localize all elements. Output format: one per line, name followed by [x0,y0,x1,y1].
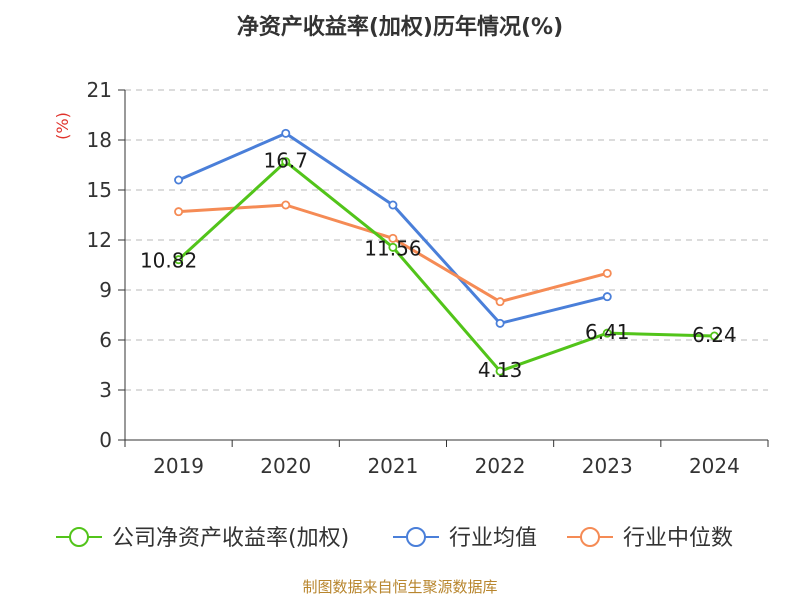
y-tick-label: 6 [99,328,112,352]
series-lines [174,128,719,376]
chart-title: 净资产收益率(加权)历年情况(%) [237,14,563,40]
legend-label: 行业中位数 [623,526,733,551]
source-note: 制图数据来自恒生聚源数据库 [302,578,497,596]
y-tick-label: 3 [99,378,112,402]
y-tick-label: 21 [87,78,112,102]
data-point[interactable] [495,366,505,376]
legend-label: 公司净资产收益率(加权) [112,526,349,551]
data-point[interactable] [281,128,291,138]
data-point[interactable] [495,297,505,307]
series-line [177,160,715,373]
legend-marker-icon [580,527,600,547]
data-point[interactable] [174,175,184,185]
legend-label: 行业均值 [449,526,537,551]
data-point[interactable] [388,200,398,210]
data-point[interactable] [281,200,291,210]
x-tick-label: 2021 [367,454,418,478]
legend-marker-icon [406,527,426,547]
data-point[interactable] [495,318,505,328]
data-point[interactable] [709,331,719,341]
x-tick-label: 2019 [153,454,204,478]
legend-marker-icon [69,527,89,547]
data-label: 11.56 [364,236,421,260]
grid-lines [125,89,768,391]
legend-item[interactable]: 行业均值 [393,526,537,551]
data-label: 10.82 [140,249,197,273]
legend-item[interactable]: 公司净资产收益率(加权) [56,526,349,551]
x-tick-label: 2022 [475,454,526,478]
data-point[interactable] [174,255,184,265]
y-tick-label: 0 [99,428,112,452]
y-tick-label: 12 [87,228,112,252]
y-axis-unit-label: (%) [53,112,72,140]
axes: 0 3 6 9 12 15 18 21 2019 2020 2021 2022 2023 2024 [87,78,769,478]
x-tick-label: 2023 [582,454,633,478]
y-tick-label: 18 [87,128,112,152]
data-point[interactable] [602,292,612,302]
data-point[interactable] [388,233,398,243]
legend[interactable]: 公司净资产收益率(加权) 行业均值 行业中位数 [56,526,733,551]
series-line [177,131,608,325]
legend-item[interactable]: 行业中位数 [567,526,733,551]
x-tick-label: 2024 [689,454,740,478]
data-label: 6.41 [585,320,630,344]
data-labels: 10.82 16.7 11.56 4.13 6.41 6.24 [140,149,737,382]
data-label: 6.24 [692,323,737,347]
y-tick-label: 15 [87,178,112,202]
data-label: 4.13 [478,358,523,382]
y-tick-label: 9 [99,278,112,302]
data-point[interactable] [602,268,612,278]
data-label: 16.7 [263,149,308,173]
data-point[interactable] [388,242,398,252]
data-point[interactable] [174,207,184,217]
data-point[interactable] [281,157,291,167]
x-tick-label: 2020 [260,454,311,478]
data-point[interactable] [602,328,612,338]
